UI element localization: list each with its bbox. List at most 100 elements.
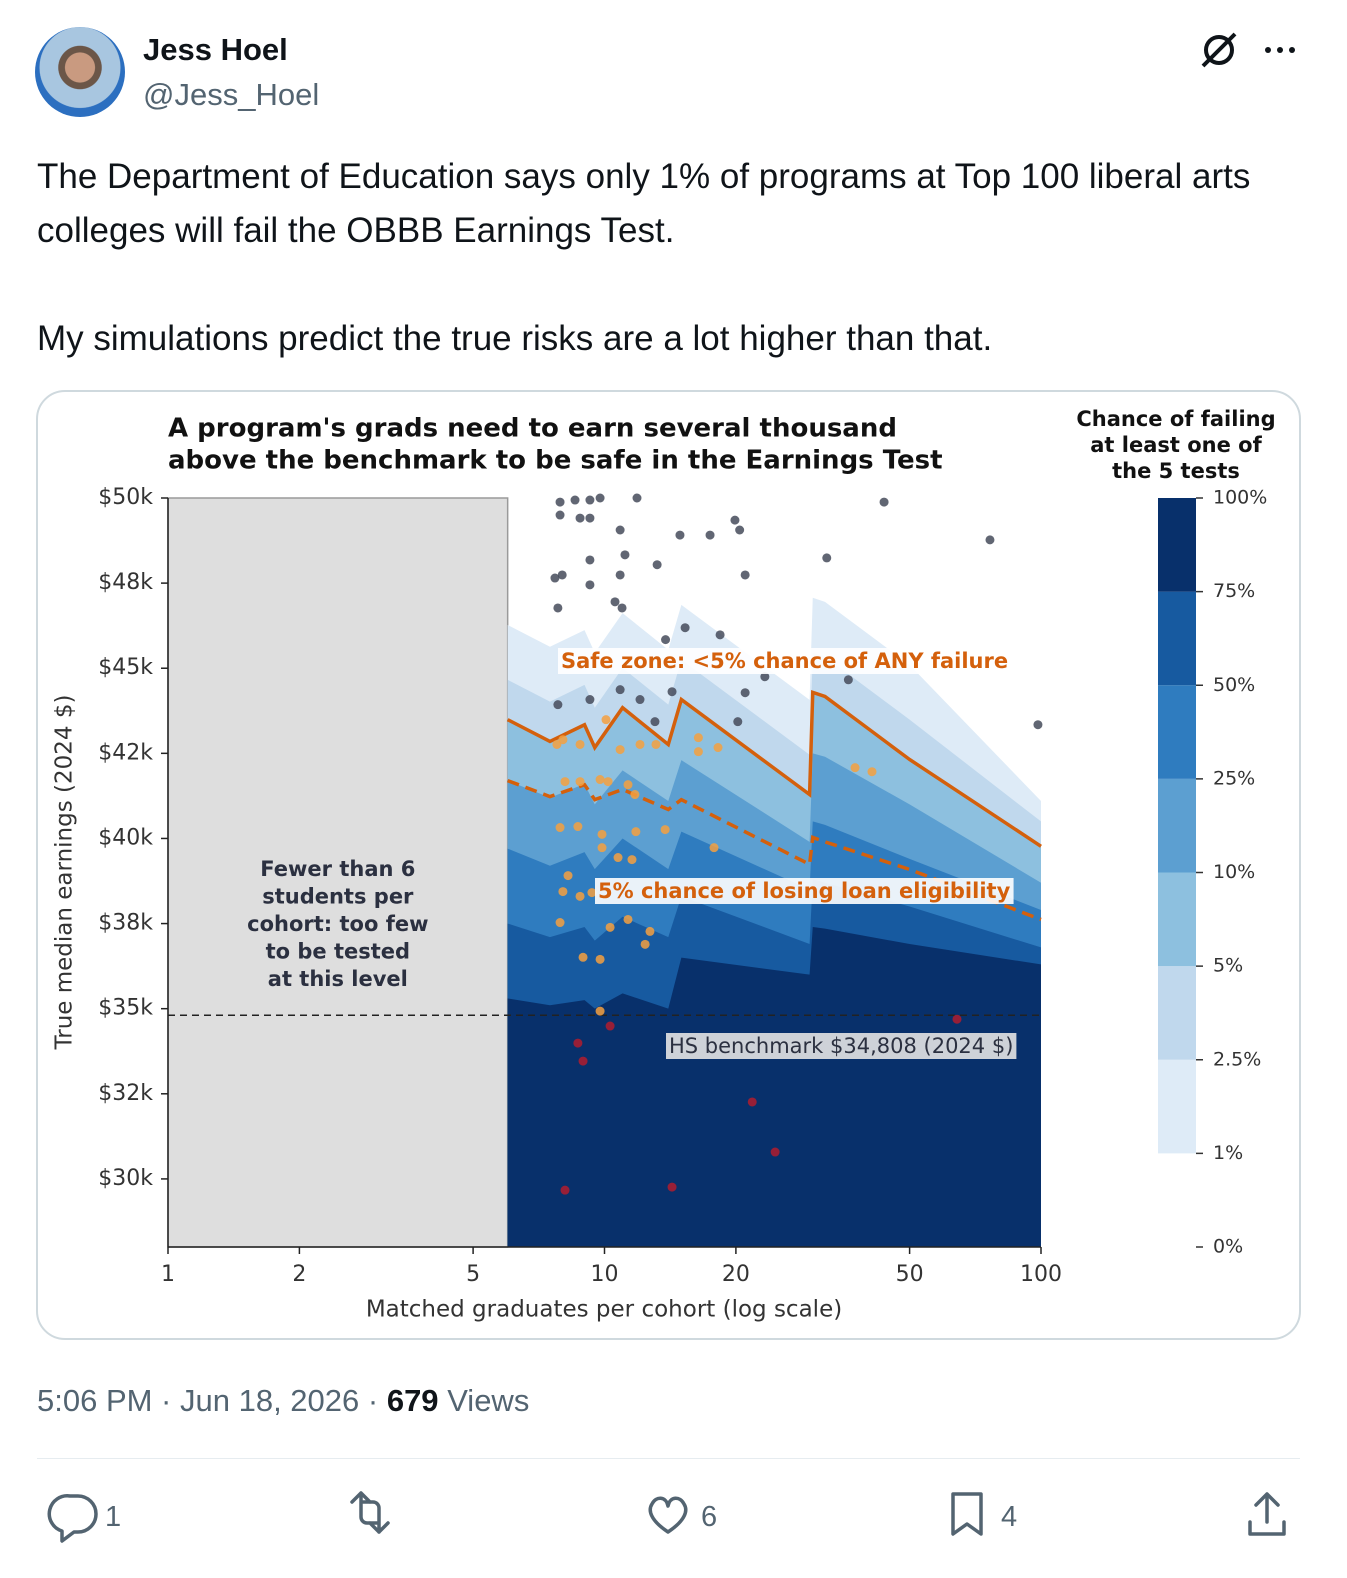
program-point (740, 570, 750, 580)
program-point (575, 777, 585, 787)
divider (37, 1458, 1300, 1459)
program-point (585, 695, 595, 705)
program-point (587, 888, 597, 898)
more-icon[interactable] (1265, 47, 1295, 53)
program-point (555, 918, 565, 928)
program-point (597, 843, 607, 853)
program-point (822, 553, 832, 563)
tweet-paragraph: My simulations predict the true risks ar… (37, 319, 993, 358)
program-point (760, 672, 770, 682)
program-point (713, 743, 723, 753)
program-point (650, 717, 660, 727)
program-point (709, 843, 719, 853)
program-point (560, 777, 570, 787)
grok-icon[interactable] (1201, 32, 1237, 68)
program-point (632, 493, 642, 503)
program-point (1033, 720, 1043, 730)
program-point (623, 780, 633, 790)
program-point (747, 1097, 757, 1107)
program-point (558, 887, 568, 897)
colorbar-title: at least one of (1090, 433, 1262, 457)
program-point (558, 735, 568, 745)
author-name[interactable]: Jess Hoel (143, 32, 288, 67)
program-point (560, 1185, 570, 1195)
program-point (610, 597, 620, 607)
colorbar-segment (1158, 872, 1196, 967)
program-point (601, 715, 611, 725)
y-tick-label: $30k (98, 1166, 153, 1191)
like-count: 6 (701, 1501, 717, 1533)
program-point (555, 823, 565, 833)
program-point (615, 570, 625, 580)
header-icons (1201, 32, 1295, 68)
repost-button[interactable] (350, 1491, 390, 1534)
untested-zone-label: Fewer than 6 (260, 857, 415, 881)
program-point (693, 733, 703, 743)
colorbar-segment (1158, 1059, 1196, 1154)
program-point (770, 1147, 780, 1157)
x-axis-label: Matched graduates per cohort (log scale) (366, 1297, 842, 1323)
annotation: 5% chance of losing loan eligibility (598, 879, 1011, 903)
program-point (705, 530, 715, 540)
x-tick-label: 100 (1020, 1262, 1062, 1287)
views-label: Views (447, 1383, 530, 1418)
annotation: Safe zone: <5% chance of ANY failure (561, 649, 1008, 673)
program-point (585, 495, 595, 505)
annotation-box (558, 648, 1012, 674)
colorbar-segment (1158, 966, 1196, 1060)
program-point (675, 530, 685, 540)
program-point (575, 891, 585, 901)
program-point (570, 495, 580, 505)
program-point (630, 790, 640, 800)
x-tick-label: 2 (292, 1262, 306, 1287)
colorbar-segment (1158, 498, 1196, 592)
colorbar-tick-label: 25% (1213, 767, 1255, 789)
program-point (552, 739, 562, 749)
program-point (693, 747, 703, 757)
program-point (605, 1021, 615, 1031)
program-point (585, 555, 595, 565)
annotation-box (595, 878, 1014, 904)
author-handle[interactable]: @Jess_Hoel (143, 77, 320, 112)
view-count: 679 (386, 1383, 439, 1418)
program-point (985, 535, 995, 545)
y-tick-label: $42k (98, 740, 153, 765)
program-point (867, 767, 877, 777)
colorbar-segment (1158, 685, 1196, 779)
threshold-line (506, 689, 1042, 848)
reply-button[interactable] (47, 1494, 98, 1543)
program-point (578, 952, 588, 962)
program-point (585, 580, 595, 590)
program-point (680, 623, 690, 633)
colorbar-tick-label: 100% (1213, 487, 1267, 509)
share-button[interactable] (1248, 1492, 1286, 1536)
bookmark-button[interactable] (951, 1492, 983, 1536)
program-point (640, 939, 650, 949)
colorbar-tick-label: 75% (1213, 580, 1255, 602)
timestamp[interactable]: 5:06 PM · Jun 18, 2026 · (37, 1383, 379, 1418)
y-tick-label: $50k (98, 485, 153, 510)
program-point (557, 570, 567, 580)
y-tick-label: $45k (98, 655, 153, 680)
x-tick-label: 10 (591, 1262, 619, 1287)
avatar[interactable] (35, 27, 125, 117)
tweet-text: The Department of Education says only 1%… (37, 150, 1307, 420)
y-tick-label: $48k (98, 570, 153, 595)
colorbar-title: the 5 tests (1112, 459, 1240, 483)
probability-band (507, 926, 1041, 1247)
program-point (573, 1038, 583, 1048)
program-point (733, 717, 743, 727)
untested-zone-label: at this level (268, 967, 408, 991)
like-button[interactable] (648, 1496, 688, 1534)
program-point (615, 685, 625, 695)
program-point (879, 497, 889, 507)
untested-zone-label: students per (262, 885, 414, 909)
untested-zone (167, 497, 509, 1248)
program-point (635, 739, 645, 749)
program-point (615, 745, 625, 755)
y-tick-label: $32k (98, 1081, 153, 1106)
colorbar-tick-label: 0% (1213, 1236, 1243, 1258)
program-point (573, 822, 583, 832)
